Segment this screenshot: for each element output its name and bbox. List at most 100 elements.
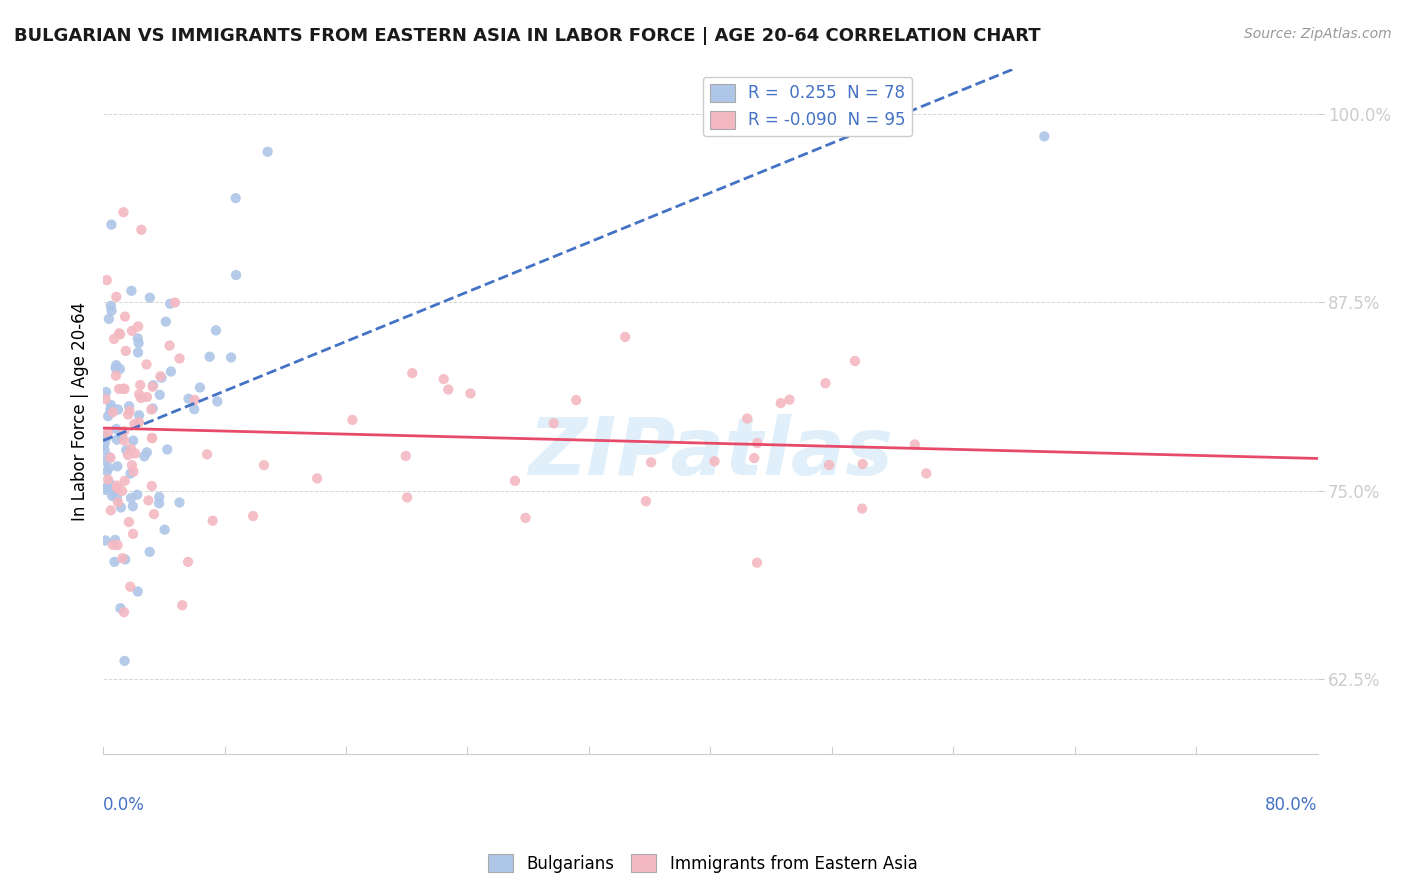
Point bbox=[112, 382, 135, 396]
Point bbox=[94, 392, 117, 406]
Point bbox=[96, 273, 118, 287]
Point bbox=[169, 351, 191, 366]
Point bbox=[143, 507, 166, 521]
Point bbox=[124, 417, 146, 431]
Point bbox=[205, 323, 228, 337]
Point bbox=[134, 450, 156, 464]
Text: ZIPatlas: ZIPatlas bbox=[527, 414, 893, 491]
Point bbox=[98, 405, 121, 419]
Point bbox=[195, 447, 218, 461]
Point bbox=[747, 436, 769, 450]
Point bbox=[120, 580, 142, 594]
Point bbox=[100, 450, 122, 465]
Point bbox=[94, 533, 117, 548]
Point bbox=[107, 402, 129, 417]
Point bbox=[135, 358, 157, 372]
Point bbox=[128, 336, 150, 351]
Point bbox=[112, 424, 135, 438]
Point bbox=[112, 434, 135, 448]
Point bbox=[114, 474, 136, 488]
Point bbox=[127, 584, 149, 599]
Point bbox=[745, 556, 768, 570]
Point bbox=[100, 218, 122, 232]
Point bbox=[111, 429, 134, 443]
Point bbox=[104, 361, 127, 376]
Point bbox=[105, 459, 128, 474]
Point bbox=[153, 523, 176, 537]
Point bbox=[93, 436, 115, 450]
Point bbox=[98, 476, 121, 491]
Point bbox=[614, 330, 637, 344]
Point bbox=[735, 411, 758, 425]
Point bbox=[396, 491, 419, 505]
Point bbox=[111, 483, 134, 498]
Point bbox=[118, 404, 141, 418]
Point bbox=[565, 393, 588, 408]
Point bbox=[105, 422, 128, 436]
Point bbox=[159, 338, 181, 352]
Point bbox=[148, 490, 170, 504]
Point bbox=[1033, 129, 1056, 144]
Point bbox=[103, 555, 125, 569]
Point bbox=[207, 394, 229, 409]
Point bbox=[460, 386, 482, 401]
Point bbox=[342, 413, 364, 427]
Point bbox=[818, 458, 841, 472]
Point bbox=[852, 457, 875, 471]
Point bbox=[112, 205, 135, 219]
Point bbox=[97, 409, 120, 424]
Point bbox=[105, 433, 128, 447]
Point bbox=[105, 358, 128, 372]
Point bbox=[149, 388, 172, 402]
Point bbox=[97, 460, 120, 475]
Point bbox=[100, 483, 122, 497]
Point bbox=[851, 501, 873, 516]
Point bbox=[156, 442, 179, 457]
Point bbox=[114, 382, 136, 396]
Point bbox=[120, 284, 142, 298]
Point bbox=[104, 533, 127, 547]
Point bbox=[122, 434, 145, 448]
Point bbox=[94, 481, 117, 495]
Point bbox=[128, 409, 150, 423]
Point bbox=[105, 290, 128, 304]
Point bbox=[107, 538, 129, 552]
Point bbox=[98, 450, 121, 465]
Point bbox=[138, 545, 160, 559]
Point bbox=[114, 343, 136, 358]
Point bbox=[94, 384, 117, 399]
Point bbox=[105, 481, 128, 495]
Point bbox=[634, 494, 657, 508]
Point bbox=[256, 145, 278, 159]
Point bbox=[114, 552, 136, 566]
Point bbox=[149, 369, 172, 384]
Point bbox=[138, 493, 160, 508]
Point bbox=[172, 599, 194, 613]
Point bbox=[107, 495, 129, 509]
Point bbox=[100, 398, 122, 412]
Point bbox=[117, 408, 139, 422]
Point bbox=[433, 372, 456, 386]
Point bbox=[142, 401, 165, 416]
Point bbox=[101, 538, 124, 552]
Point bbox=[742, 450, 765, 465]
Point bbox=[129, 391, 152, 405]
Point bbox=[242, 509, 264, 524]
Point bbox=[131, 223, 153, 237]
Point bbox=[253, 458, 276, 473]
Point bbox=[183, 402, 205, 417]
Point bbox=[108, 362, 131, 376]
Point bbox=[769, 396, 792, 410]
Point bbox=[127, 488, 149, 502]
Point bbox=[129, 378, 152, 392]
Point bbox=[225, 191, 247, 205]
Point bbox=[141, 402, 163, 417]
Point bbox=[110, 601, 132, 615]
Point bbox=[437, 383, 460, 397]
Point bbox=[142, 379, 165, 393]
Point bbox=[105, 478, 128, 492]
Point bbox=[111, 551, 134, 566]
Legend: R =  0.255  N = 78, R = -0.090  N = 95: R = 0.255 N = 78, R = -0.090 N = 95 bbox=[703, 77, 912, 136]
Point bbox=[136, 390, 159, 404]
Point bbox=[122, 527, 145, 541]
